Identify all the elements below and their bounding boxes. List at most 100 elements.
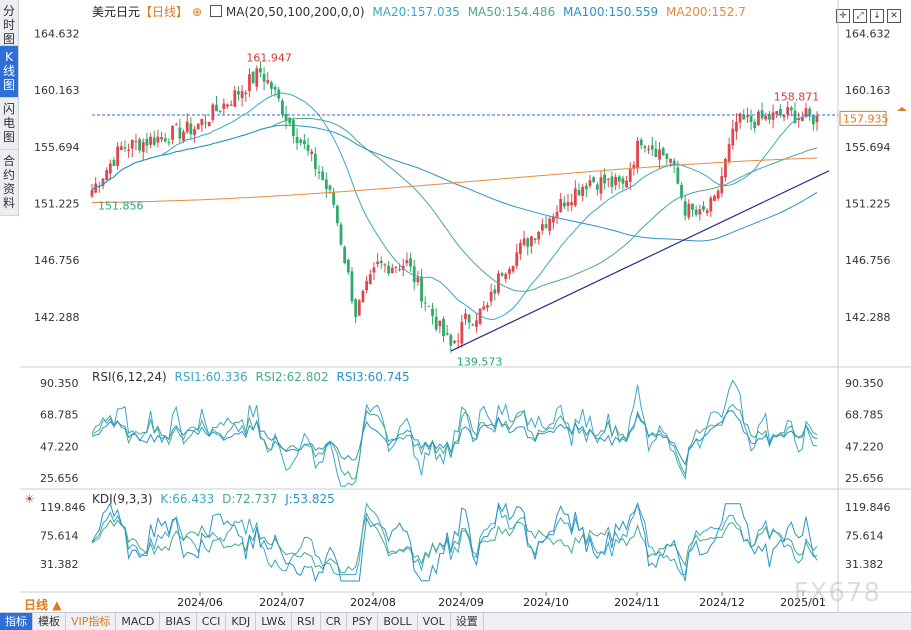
candle-body-128 bbox=[559, 198, 563, 213]
ma-settings-icon[interactable]: ⊕ bbox=[192, 5, 203, 19]
candle-body-105 bbox=[475, 320, 478, 327]
toolbar-9[interactable]: CR bbox=[321, 613, 348, 630]
toolbar-13[interactable]: 设置 bbox=[451, 613, 484, 630]
x-tick-5: 2024/11 bbox=[614, 596, 660, 609]
candle-body-115 bbox=[511, 265, 515, 272]
candle-body-103 bbox=[467, 314, 471, 323]
candle-body-133 bbox=[577, 189, 581, 196]
candle-body-13 bbox=[138, 139, 142, 151]
toolbar-3[interactable]: MACD bbox=[116, 613, 161, 630]
candle-body-180 bbox=[749, 115, 753, 122]
candle-body-3 bbox=[101, 178, 105, 187]
toolbar-12[interactable]: VOL bbox=[418, 613, 451, 630]
rsi-tick-left-0: 90.350 bbox=[40, 377, 79, 390]
candle-body-54 bbox=[288, 117, 292, 124]
toolbar-11[interactable]: BOLL bbox=[378, 613, 418, 630]
toolbar-10[interactable]: PSY bbox=[347, 613, 379, 630]
candle-body-135 bbox=[584, 185, 588, 190]
candle-body-171 bbox=[716, 190, 720, 199]
candle-body-63 bbox=[321, 171, 325, 181]
period-tab[interactable]: 日线 ▲ bbox=[24, 598, 62, 612]
kdj-d-line bbox=[91, 512, 818, 574]
candle-body-88 bbox=[412, 266, 416, 283]
candle-body-163 bbox=[687, 203, 691, 218]
candle-body-31 bbox=[204, 122, 207, 124]
candle-body-53 bbox=[284, 113, 288, 121]
candle-body-119 bbox=[526, 238, 530, 247]
toolbar-4[interactable]: BIAS bbox=[160, 613, 197, 630]
toolbar-2[interactable]: VIP指标 bbox=[66, 613, 117, 630]
candle-body-72 bbox=[354, 299, 358, 318]
candle-body-150 bbox=[639, 139, 643, 146]
candle-body-100 bbox=[456, 340, 460, 342]
candle-body-51 bbox=[277, 89, 281, 99]
annotation-0: 161.947 bbox=[246, 51, 291, 64]
candle-body-5 bbox=[108, 163, 112, 174]
candle-body-15 bbox=[145, 138, 149, 146]
candle-body-197 bbox=[811, 116, 815, 125]
candle-body-79 bbox=[379, 260, 383, 264]
candle-body-17 bbox=[152, 137, 156, 145]
toolbar-7[interactable]: LW& bbox=[256, 613, 292, 630]
ma-chart-icon[interactable] bbox=[209, 5, 222, 17]
candle-body-87 bbox=[409, 258, 412, 267]
ma-label: MA(20,50,100,200,0,0) bbox=[225, 5, 365, 19]
period-tab-label: 日线 bbox=[24, 598, 49, 612]
candle-body-172 bbox=[720, 175, 724, 194]
candle-body-196 bbox=[808, 108, 812, 115]
candle-body-69 bbox=[343, 246, 347, 264]
close-icon[interactable]: ✕ bbox=[887, 9, 901, 23]
candle-body-44 bbox=[251, 71, 255, 84]
ma50-value: MA50:154.486 bbox=[467, 5, 556, 19]
candle-body-37 bbox=[226, 104, 229, 107]
candle-body-96 bbox=[442, 318, 445, 337]
candle-body-158 bbox=[669, 158, 672, 163]
candle-body-187 bbox=[775, 111, 779, 115]
rsi1-line bbox=[91, 379, 818, 487]
candle-body-125 bbox=[548, 218, 552, 231]
toolbar-5[interactable]: CCI bbox=[197, 613, 227, 630]
side-tab-flash[interactable]: 闪电图 bbox=[0, 98, 19, 150]
candle-body-48 bbox=[266, 80, 270, 83]
candle-body-138 bbox=[595, 184, 599, 190]
candle-body-40 bbox=[237, 91, 240, 95]
candle-body-116 bbox=[515, 252, 519, 266]
candle-body-134 bbox=[581, 186, 585, 196]
candle-body-164 bbox=[691, 203, 694, 210]
toolbar-8[interactable]: RSI bbox=[292, 613, 321, 630]
ma20-value: MA20:157.035 bbox=[372, 5, 460, 19]
period-label[interactable]: 【日线】 bbox=[140, 5, 189, 19]
candle-body-61 bbox=[313, 153, 317, 170]
candle-body-73 bbox=[357, 300, 361, 316]
download-icon[interactable]: ↓ bbox=[870, 9, 884, 23]
crosshair-icon[interactable]: ✛ bbox=[836, 9, 850, 23]
side-tab-contract[interactable]: 合约资料 bbox=[0, 150, 19, 216]
kdj-legend: KDJ(9,3,3) K:66.433 D:72.737 J:53.825 bbox=[92, 492, 339, 506]
candle-body-190 bbox=[786, 106, 790, 115]
candle-body-140 bbox=[603, 174, 607, 184]
candle-body-74 bbox=[361, 290, 365, 303]
candle-body-177 bbox=[738, 113, 742, 123]
price-tick-right-5: 142.288 bbox=[845, 311, 891, 324]
rsi-tick-left-1: 68.785 bbox=[40, 409, 79, 422]
candle-body-39 bbox=[233, 90, 237, 107]
candle-body-84 bbox=[398, 269, 401, 271]
side-tab-kline[interactable]: K线图 bbox=[0, 46, 19, 98]
rsi3-value: RSI3:60.745 bbox=[336, 370, 410, 384]
toolbar-1[interactable]: 模板 bbox=[33, 613, 66, 630]
candle-body-91 bbox=[423, 302, 427, 304]
ma100-line bbox=[91, 124, 818, 242]
expand-icon[interactable]: ⤢ bbox=[853, 9, 867, 23]
candle-body-0 bbox=[90, 190, 94, 197]
x-tick-1: 2024/07 bbox=[259, 596, 305, 609]
candle-body-109 bbox=[489, 291, 493, 302]
toolbar-0[interactable]: 指标 bbox=[0, 613, 33, 630]
candle-body-159 bbox=[672, 160, 676, 165]
candle-body-179 bbox=[746, 115, 749, 117]
candle-body-107 bbox=[482, 306, 486, 310]
side-tab-timeshare[interactable]: 分时图 bbox=[0, 0, 19, 46]
candle-body-198 bbox=[815, 115, 819, 123]
kdj-indicator-icon[interactable]: ☀ bbox=[24, 492, 35, 506]
toolbar-6[interactable]: KDJ bbox=[226, 613, 257, 630]
candle-body-68 bbox=[339, 224, 343, 245]
